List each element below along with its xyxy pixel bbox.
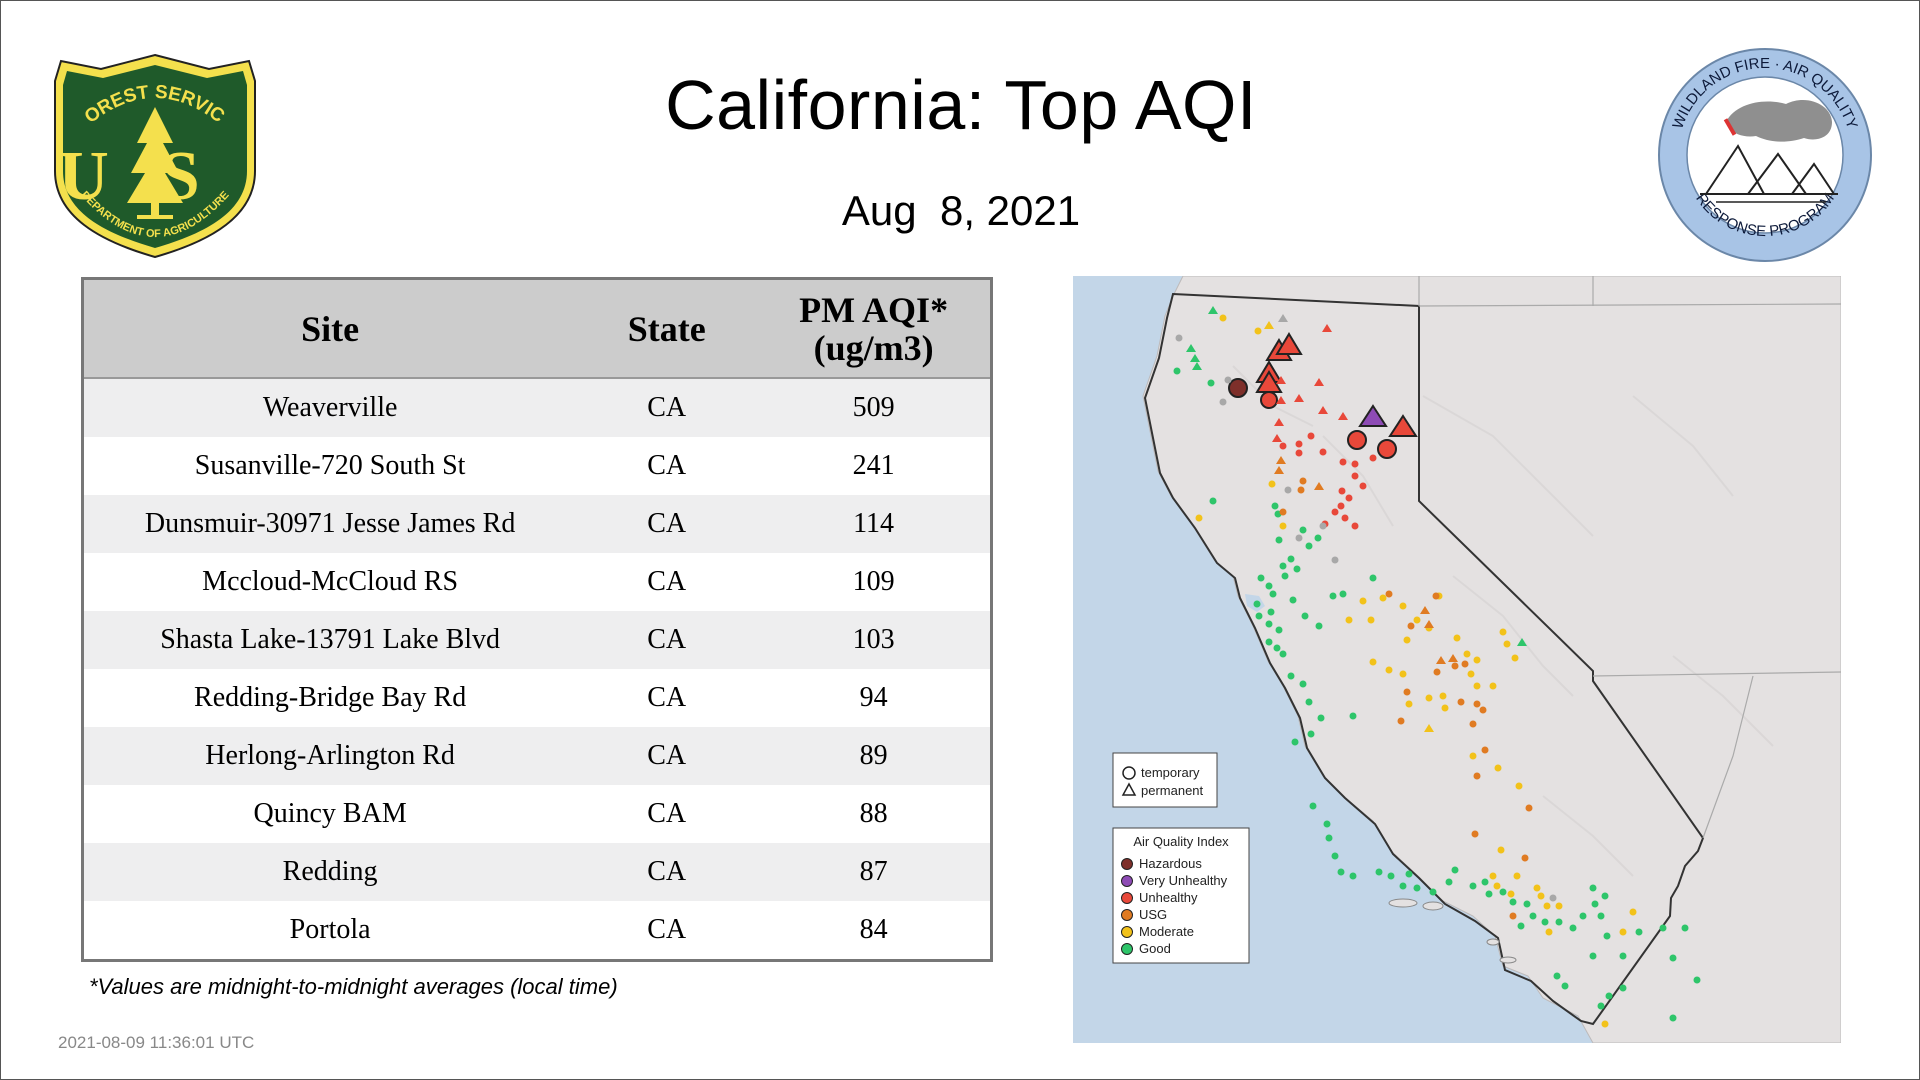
triangle-icon <box>1121 782 1137 796</box>
cell-site: Shasta Lake-13791 Lake Blvd <box>82 611 577 669</box>
legend-swatch-very-unhealthy <box>1121 875 1133 887</box>
cell-site: Susanville-720 South St <box>82 437 577 495</box>
monitor-hazardous-large <box>1228 378 1248 398</box>
legend-label-very-unhealthy: Very Unhealthy <box>1139 873 1228 888</box>
circle-icon <box>1122 766 1136 780</box>
legend-label-hazardous: Hazardous <box>1139 856 1202 871</box>
aqi-legend: Air Quality Index Hazardous Very Unhealt… <box>1112 827 1250 964</box>
monitor-unhealthy-large <box>1275 332 1303 355</box>
column-header-state: State <box>576 278 758 379</box>
column-header-site: Site <box>82 278 577 379</box>
cell-state: CA <box>576 495 758 553</box>
map-canvas: temporary permanent Air Quality Index Ha… <box>1073 276 1841 1043</box>
cell-state: CA <box>576 669 758 727</box>
cell-site: Redding <box>82 843 577 901</box>
footnote: *Values are midnight-to-midnight average… <box>89 974 618 999</box>
legend-permanent: permanent <box>1141 783 1204 798</box>
land-mass <box>1142 276 1841 1043</box>
table-row: Shasta Lake-13791 Lake Blvd CA 103 <box>82 611 992 669</box>
legend-swatch-unhealthy <box>1121 892 1133 904</box>
page-title: California: Top AQI <box>665 66 1257 144</box>
legend-label-unhealthy: Unhealthy <box>1139 890 1198 905</box>
cell-aqi: 241 <box>757 437 992 495</box>
cell-state: CA <box>576 378 758 437</box>
pine-tree-icon <box>127 107 183 219</box>
cell-aqi: 84 <box>757 901 992 961</box>
cell-site: Portola <box>82 901 577 961</box>
shape-legend: temporary permanent <box>1112 752 1218 808</box>
table-row: Herlong-Arlington Rd CA 89 <box>82 727 992 785</box>
cell-aqi: 94 <box>757 669 992 727</box>
channel-islands <box>1388 898 1517 964</box>
monitor-unhealthy-large <box>1347 430 1367 450</box>
generated-timestamp: 2021-08-09 11:36:01 UTC <box>58 1033 255 1052</box>
table-row: Weaverville CA 509 <box>82 378 992 437</box>
monitor-unhealthy-large <box>1377 439 1397 459</box>
small-moderate-monitors <box>1195 314 1637 1028</box>
cell-state: CA <box>576 727 758 785</box>
small-unhealthy-monitors <box>1272 324 1377 530</box>
smoke-plume-icon <box>1723 100 1832 142</box>
california-aqi-map: temporary permanent Air Quality Index Ha… <box>1073 276 1841 1043</box>
cell-site: Redding-Bridge Bay Rd <box>82 669 577 727</box>
cell-aqi: 87 <box>757 843 992 901</box>
cell-aqi: 88 <box>757 785 992 843</box>
cell-state: CA <box>576 785 758 843</box>
small-good-monitors <box>1173 306 1701 1022</box>
legend-label-good: Good <box>1139 941 1171 956</box>
monitor-very-unhealthy-large <box>1358 404 1388 427</box>
report-date: Aug 8, 2021 <box>841 187 1081 234</box>
small-no-data-monitors <box>1175 314 1557 902</box>
cell-aqi: 89 <box>757 727 992 785</box>
table-row: Dunsmuir-30971 Jesse James Rd CA 114 <box>82 495 992 553</box>
table-row: Portola CA 84 <box>82 901 992 961</box>
aqi-legend-title: Air Quality Index <box>1133 834 1229 849</box>
table-row: Quincy BAM CA 88 <box>82 785 992 843</box>
table-row: Redding CA 87 <box>82 843 992 901</box>
legend-swatch-good <box>1121 943 1133 955</box>
table-header-row: Site State PM AQI* (ug/m3) <box>82 278 992 379</box>
aqi-header-line2: (ug/m3) <box>813 327 934 368</box>
usda-forest-service-logo: FOREST SERVICE US DEPARTMENT OF AGRICULT… <box>51 51 256 259</box>
top-aqi-table: Site State PM AQI* (ug/m3) Weaverville CA 5… <box>81 277 993 962</box>
cell-state: CA <box>576 843 758 901</box>
aqi-header-line1: PM AQI* <box>799 289 949 330</box>
cell-state: CA <box>576 901 758 961</box>
california-border <box>1143 292 1705 1026</box>
small-usg-monitors <box>1274 456 1533 920</box>
cell-aqi: 103 <box>757 611 992 669</box>
cell-site: Herlong-Arlington Rd <box>82 727 577 785</box>
wildland-fire-air-quality-logo: WILDLAND FIRE · AIR QUALITY RESPONSE PRO… <box>1658 48 1872 262</box>
cell-aqi: 109 <box>757 553 992 611</box>
legend-label-moderate: Moderate <box>1139 924 1194 939</box>
legend-swatch-hazardous <box>1121 858 1133 870</box>
cell-aqi: 114 <box>757 495 992 553</box>
cell-aqi: 509 <box>757 378 992 437</box>
cell-site: Weaverville <box>82 378 577 437</box>
monitor-unhealthy-large <box>1388 414 1418 437</box>
state-borders <box>1418 276 1841 839</box>
cell-site: Mccloud-McCloud RS <box>82 553 577 611</box>
table-row: Susanville-720 South St CA 241 <box>82 437 992 495</box>
legend-temporary: temporary <box>1141 765 1200 780</box>
legend-label-usg: USG <box>1139 907 1167 922</box>
mountains-icon <box>1700 144 1838 203</box>
cell-state: CA <box>576 611 758 669</box>
column-header-aqi: PM AQI* (ug/m3) <box>757 278 992 379</box>
table-row: Mccloud-McCloud RS CA 109 <box>82 553 992 611</box>
legend-swatch-usg <box>1121 909 1133 921</box>
monitor-unhealthy-large <box>1260 391 1278 409</box>
cell-site: Quincy BAM <box>82 785 577 843</box>
table-row: Redding-Bridge Bay Rd CA 94 <box>82 669 992 727</box>
aqi-monitors <box>1173 306 1701 1028</box>
legend-swatch-moderate <box>1121 926 1133 938</box>
cell-state: CA <box>576 553 758 611</box>
cell-state: CA <box>576 437 758 495</box>
cell-site: Dunsmuir-30971 Jesse James Rd <box>82 495 577 553</box>
